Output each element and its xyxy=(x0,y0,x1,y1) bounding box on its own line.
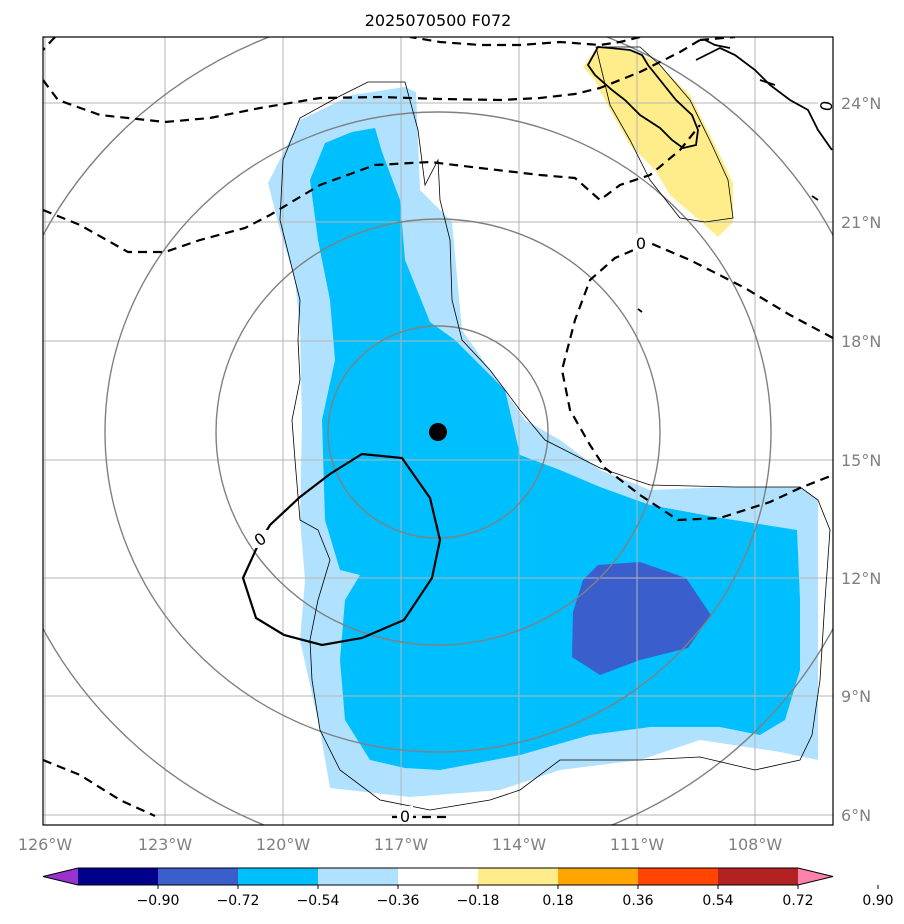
colorbar-tick-label: −0.72 xyxy=(217,893,260,909)
colorbar-segment xyxy=(478,868,559,885)
lat-label: 12°N xyxy=(841,569,881,588)
colorbar-segment xyxy=(318,868,399,885)
colorbar-extend-min xyxy=(43,868,78,885)
colorbar-tick-label: −0.54 xyxy=(297,893,340,909)
range-rings xyxy=(43,37,833,825)
colorbar-tick-label: 0.18 xyxy=(542,893,573,909)
dashed-zero-contours xyxy=(43,37,833,819)
lon-label: 108°W xyxy=(728,835,783,854)
colorbar-segment xyxy=(638,868,719,885)
latitude-labels: 24°N 21°N 18°N 15°N 12°N 9°N 6°N xyxy=(841,94,881,825)
lon-label: 120°W xyxy=(256,835,311,854)
coastline-east xyxy=(637,39,819,313)
storm-center-marker xyxy=(429,423,447,441)
lon-label: 123°W xyxy=(138,835,193,854)
lat-label: 6°N xyxy=(841,806,871,825)
colorbar-tick-label: 0.72 xyxy=(782,893,813,909)
colorbar-segment xyxy=(78,868,159,885)
lat-label: 21°N xyxy=(841,213,881,232)
colorbar-segment xyxy=(718,868,799,885)
colorbar: −0.90 −0.72 −0.54 −0.36 −0.18 0.18 0.36 0.54 0.7… xyxy=(42,867,894,909)
contour-label-zero: 0 xyxy=(400,807,410,826)
colorbar-tick-label: −0.18 xyxy=(457,893,500,909)
contour-label-zero: 0 xyxy=(816,99,836,112)
colorbar-tick-label: 0.36 xyxy=(622,893,653,909)
colorbar-tick-label: 0.90 xyxy=(862,893,893,909)
colorbar-tick-label: −0.90 xyxy=(137,893,180,909)
gridlines xyxy=(43,37,833,825)
map-panel: 0 0 0 0 xyxy=(43,37,836,826)
lon-label: 111°W xyxy=(610,835,665,854)
lat-label: 9°N xyxy=(841,687,871,706)
anomaly-fill-dark-blue xyxy=(572,562,711,675)
map-frame xyxy=(42,36,834,826)
colorbar-segment xyxy=(158,868,239,885)
colorbar-segment xyxy=(558,868,639,885)
colorbar-tick-label: 0.54 xyxy=(702,893,733,909)
lat-label: 24°N xyxy=(841,94,881,113)
lat-label: 15°N xyxy=(841,451,881,470)
colorbar-tick-label: −0.36 xyxy=(377,893,420,909)
lat-label: 18°N xyxy=(841,332,881,351)
coastline xyxy=(586,46,833,151)
figure-title: 2025070500 F072 xyxy=(365,11,512,30)
longitude-labels: 126°W 123°W 120°W 117°W 114°W 111°W 108°… xyxy=(18,835,783,854)
colorbar-segment xyxy=(398,868,479,885)
baja-outline xyxy=(595,46,734,223)
lon-label: 114°W xyxy=(492,835,547,854)
anomaly-fill-yellow xyxy=(583,47,733,237)
colorbar-extend-max xyxy=(798,868,833,885)
lon-label: 126°W xyxy=(18,835,73,854)
contour-label-zero: 0 xyxy=(636,234,646,253)
outline-contour xyxy=(279,81,831,811)
solid-zero-contour xyxy=(241,452,442,647)
lon-label: 117°W xyxy=(374,835,429,854)
colorbar-outline xyxy=(42,867,834,886)
colorbar-segment xyxy=(238,868,319,885)
